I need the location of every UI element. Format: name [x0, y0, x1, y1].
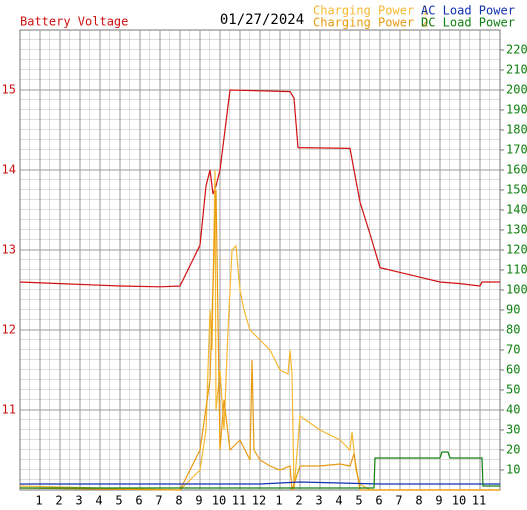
legend-label: DC Load Power [421, 16, 515, 30]
y-tick-label: 13 [2, 243, 16, 257]
x-tick-label: 9 [195, 494, 202, 508]
x-tick-label: 2 [295, 494, 302, 508]
x-tick-label: 10 [212, 494, 226, 508]
y-tick-label: 15 [2, 83, 16, 97]
y2-tick-label: 30 [506, 423, 520, 437]
chart-title: Battery Voltage [20, 15, 128, 29]
x-tick-label: 8 [175, 494, 182, 508]
x-tick-label: 10 [452, 494, 466, 508]
y2-tick-label: 160 [506, 163, 527, 177]
legend-label: AC Load Power [421, 4, 515, 18]
x-tick-label: 8 [415, 494, 422, 508]
series-line [20, 451, 500, 489]
y2-tick-label: 60 [506, 363, 520, 377]
y2-tick-label: 40 [506, 403, 520, 417]
x-tick-label: 11 [232, 494, 246, 508]
x-tick-label: 1 [275, 494, 282, 508]
y2-tick-label: 190 [506, 103, 527, 117]
y2-tick-label: 50 [506, 383, 520, 397]
y-tick-label: 12 [2, 323, 16, 337]
x-tick-label: 4 [335, 494, 342, 508]
date: 01/27/2024 [220, 12, 304, 28]
y2-tick-label: 220 [506, 43, 527, 57]
y2-tick-label: 20 [506, 443, 520, 457]
x-tick-label: 6 [135, 494, 142, 508]
y2-tick-label: 210 [506, 63, 527, 77]
y2-tick-label: 10 [506, 463, 520, 477]
y2-tick-label: 120 [506, 243, 527, 257]
y2-tick-label: 200 [506, 83, 527, 97]
x-tick-label: 9 [435, 494, 442, 508]
legend-label: Charging Power 1 [313, 4, 429, 18]
x-tick-label: 7 [395, 494, 402, 508]
y2-tick-label: 150 [506, 183, 527, 197]
series-line [20, 481, 500, 485]
x-tick-label: 3 [75, 494, 82, 508]
x-tick-label: 5 [355, 494, 362, 508]
x-tick-label: 5 [115, 494, 122, 508]
y2-tick-label: 100 [506, 283, 527, 297]
y-tick-label: 11 [2, 403, 16, 417]
y2-tick-label: 140 [506, 203, 527, 217]
y2-tick-label: 110 [506, 263, 527, 277]
y2-tick-label: 170 [506, 143, 527, 157]
series-line [19, 189, 500, 491]
y2-tick-label: 70 [506, 343, 520, 357]
x-tick-label: 7 [155, 494, 162, 508]
y2-tick-label: 90 [506, 303, 520, 317]
x-tick-label: 3 [315, 494, 322, 508]
series-line [19, 89, 500, 288]
x-tick-label: 6 [375, 494, 382, 508]
y2-tick-label: 80 [506, 323, 520, 337]
y-tick-label: 14 [2, 163, 16, 177]
x-tick-label: 2 [55, 494, 62, 508]
y2-tick-label: 130 [506, 223, 527, 237]
series-line [19, 169, 500, 491]
y2-tick-label: 180 [506, 123, 527, 137]
x-tick-label: 4 [95, 494, 102, 508]
x-tick-label: 11 [472, 494, 486, 508]
x-tick-label: 1 [35, 494, 42, 508]
legend-label: Charging Power 2 [313, 16, 429, 30]
x-tick-label: 12 [252, 494, 266, 508]
